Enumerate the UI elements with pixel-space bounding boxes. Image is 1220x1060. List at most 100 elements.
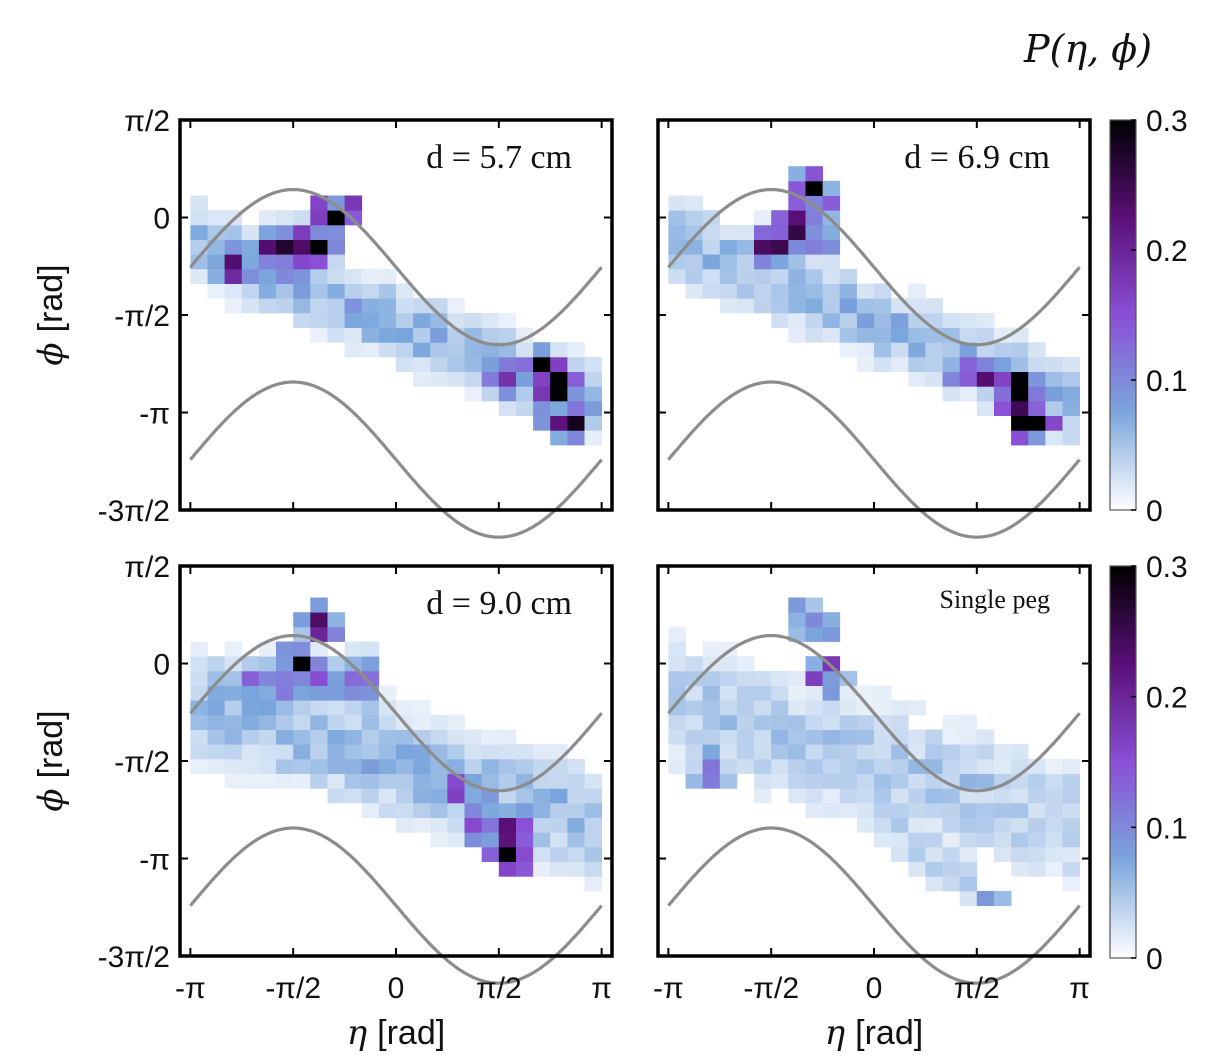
- x-tick-label: π/2: [476, 972, 522, 1005]
- panel-1: π/2 0 -π/2 -π -3π/2 ϕ[rad] d = 5.7 cm: [31, 105, 614, 539]
- heatmap-cell: [891, 356, 909, 372]
- heatmap-cell: [839, 758, 858, 774]
- heatmap-cell: [498, 356, 517, 372]
- heatmap-cell: [685, 758, 703, 774]
- heatmap-cell: [1028, 415, 1046, 431]
- heatmap-cell: [430, 327, 448, 343]
- heatmap-cell: [874, 312, 892, 328]
- heatmap-cell: [584, 802, 602, 818]
- heatmap-cell: [1011, 817, 1029, 833]
- heatmap-cell: [516, 342, 534, 358]
- heatmap-cell: [856, 817, 875, 833]
- heatmap-cell: [327, 729, 345, 745]
- heatmap-cell: [276, 283, 294, 299]
- heatmap-cell: [685, 195, 703, 211]
- heatmap-cell: [1045, 758, 1063, 774]
- heatmap-cell: [550, 356, 568, 372]
- heatmap-cell: [1062, 802, 1080, 818]
- heatmap-cell: [258, 239, 277, 255]
- heatmap-cell: [702, 239, 721, 255]
- heatmap-cell: [396, 700, 414, 716]
- heatmap-cell: [293, 641, 311, 657]
- heatmap-cell: [430, 744, 448, 760]
- heatmap-cell: [481, 371, 500, 387]
- colorbar-tick-label: 0.1: [1146, 365, 1188, 398]
- heatmap-cell: [293, 758, 311, 774]
- heatmap-cell: [874, 356, 892, 372]
- heatmap-cell: [668, 714, 686, 730]
- heatmap-cell: [361, 729, 380, 745]
- heatmap-cell: [805, 298, 823, 314]
- heatmap-cell: [805, 744, 823, 760]
- heatmap-cell: [685, 210, 703, 226]
- heatmap-cell: [190, 268, 208, 284]
- heatmap-cell: [805, 195, 823, 211]
- heatmap-cell: [908, 327, 926, 343]
- heatmap-cell: [430, 817, 448, 833]
- heatmap-cell: [822, 626, 841, 642]
- heatmap-cell: [396, 283, 414, 299]
- heatmap-cell: [839, 670, 858, 686]
- heatmap-cell: [1011, 415, 1029, 431]
- heatmap-cell: [430, 714, 448, 730]
- heatmap-cell: [533, 386, 551, 402]
- y-tick-label: 0: [153, 649, 170, 682]
- heatmap-cell: [481, 744, 500, 760]
- heatmap-cell: [874, 298, 892, 314]
- heatmap-cell: [413, 700, 431, 716]
- heatmap-cell: [327, 298, 345, 314]
- heatmap-cell: [430, 788, 448, 804]
- heatmap-cell: [668, 729, 686, 745]
- heatmap-cell: [1011, 386, 1029, 402]
- heatmap-cell: [190, 744, 208, 760]
- heatmap-cell: [925, 817, 943, 833]
- heatmap-cell: [925, 744, 943, 760]
- heatmap-cell: [413, 312, 431, 328]
- heatmap-cell: [190, 714, 208, 730]
- heatmap-cell: [344, 714, 363, 730]
- heatmap-cell: [413, 773, 431, 789]
- heatmap-cell: [822, 773, 841, 789]
- heatmap-cell: [533, 415, 551, 431]
- heatmap-cell: [481, 846, 500, 862]
- heatmap-cell: [959, 312, 978, 328]
- heatmap-cell: [719, 656, 738, 672]
- heatmap-cell: [976, 802, 995, 818]
- heatmap-cell: [344, 700, 363, 716]
- heatmap-cell: [464, 802, 482, 818]
- heatmap-cell: [1011, 744, 1029, 760]
- heatmap-cell: [430, 356, 448, 372]
- heatmap-cell: [344, 327, 363, 343]
- heatmap-cell: [293, 656, 311, 672]
- heatmap-cell: [994, 342, 1012, 358]
- heatmap-cell: [736, 254, 755, 270]
- heatmap-cell: [550, 846, 568, 862]
- heatmap-cell: [891, 788, 909, 804]
- heatmap-cells: [190, 195, 602, 446]
- heatmap-cell: [976, 773, 995, 789]
- heatmap-cell: [310, 685, 328, 701]
- heatmap-cell: [327, 744, 345, 760]
- heatmap-cell: [1011, 832, 1029, 848]
- heatmap-cell: [344, 283, 363, 299]
- heatmap-cell: [516, 817, 534, 833]
- heatmap-cell: [1011, 846, 1029, 862]
- heatmap-cell: [310, 744, 328, 760]
- heatmap-cell: [310, 268, 328, 284]
- heatmap-cell: [994, 846, 1012, 862]
- heatmap-cell: [668, 685, 686, 701]
- heatmap-cell: [241, 729, 260, 745]
- heatmap-cell: [293, 312, 311, 328]
- heatmap-cell: [805, 597, 823, 613]
- heatmap-cell: [874, 327, 892, 343]
- heatmap-cell: [584, 876, 602, 892]
- heatmap-cell: [805, 788, 823, 804]
- heatmap-cell: [702, 224, 721, 240]
- heatmap-cell: [413, 356, 431, 372]
- heatmap-cell: [344, 773, 363, 789]
- heatmap-cell: [327, 612, 345, 628]
- heatmap-cell: [378, 714, 397, 730]
- heatmap-cell: [856, 758, 875, 774]
- lower-boundary-curve: [667, 380, 1081, 539]
